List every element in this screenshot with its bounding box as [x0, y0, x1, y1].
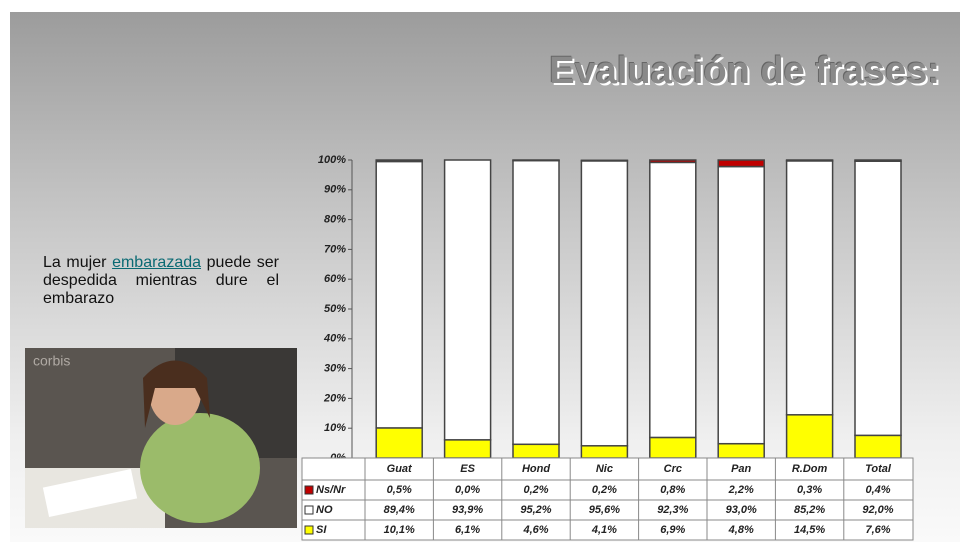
- data-label: 85,2%: [794, 504, 825, 516]
- data-label: 4,8%: [728, 524, 754, 536]
- legend-label: SI: [316, 524, 327, 536]
- data-label: 7,6%: [865, 524, 890, 536]
- data-label: 95,2%: [520, 504, 551, 516]
- y-tick-label: 10%: [324, 422, 346, 434]
- data-label: 14,5%: [794, 524, 825, 536]
- data-label: 0,0%: [455, 484, 480, 496]
- data-label: 93,9%: [452, 504, 483, 516]
- y-tick-label: 100%: [318, 154, 346, 166]
- data-label: 0,4%: [865, 484, 890, 496]
- bar-segment: [513, 444, 559, 458]
- x-tick-label: Total: [865, 463, 892, 475]
- y-tick-label: 30%: [324, 363, 346, 375]
- legend-label: NO: [316, 504, 333, 516]
- y-tick-label: 40%: [323, 333, 346, 345]
- bar-segment: [376, 160, 422, 161]
- bar-segment: [445, 440, 491, 458]
- bar-segment: [513, 161, 559, 445]
- bar-segment: [718, 444, 764, 458]
- data-label: 4,6%: [522, 524, 548, 536]
- bar-segment: [513, 160, 559, 161]
- bar-segment: [376, 428, 422, 458]
- data-label: 89,4%: [384, 504, 415, 516]
- data-label: 0,2%: [592, 484, 617, 496]
- x-tick-label: Nic: [596, 463, 613, 475]
- x-tick-label: Hond: [522, 463, 550, 475]
- data-label: 95,6%: [589, 504, 620, 516]
- data-label: 92,3%: [657, 504, 688, 516]
- data-label: 6,9%: [660, 524, 685, 536]
- x-tick-label: R.Dom: [792, 463, 828, 475]
- x-tick-label: Crc: [664, 463, 682, 475]
- bar-segment: [718, 167, 764, 444]
- bar-segment: [855, 435, 901, 458]
- y-tick-label: 70%: [324, 243, 346, 255]
- x-tick-label: Guat: [387, 463, 413, 475]
- data-label: 0,5%: [387, 484, 412, 496]
- data-label: 0,2%: [523, 484, 548, 496]
- y-tick-label: 50%: [324, 303, 346, 315]
- bar-segment: [650, 160, 696, 162]
- chart: 0%10%20%30%40%50%60%70%80%90%100%GuatESH…: [0, 0, 960, 542]
- bar-segment: [855, 160, 901, 161]
- data-label: 0,8%: [660, 484, 685, 496]
- bar-segment: [581, 161, 627, 446]
- data-label: 6,1%: [455, 524, 480, 536]
- y-tick-label: 80%: [324, 214, 346, 226]
- data-label: 0,3%: [797, 484, 822, 496]
- legend-swatch: [305, 506, 313, 514]
- x-tick-label: ES: [460, 463, 475, 475]
- y-tick-label: 60%: [324, 273, 346, 285]
- bar-segment: [581, 446, 627, 458]
- page: Evaluación de frases: La mujer embarazad…: [0, 0, 960, 542]
- bar-segment: [581, 160, 627, 161]
- bar-segment: [787, 415, 833, 458]
- bar-segment: [787, 161, 833, 415]
- bar-segment: [787, 160, 833, 161]
- bar-segment: [718, 160, 764, 167]
- bar-segment: [855, 161, 901, 435]
- bar-segment: [376, 161, 422, 427]
- data-label: 93,0%: [726, 504, 757, 516]
- bar-segment: [445, 160, 491, 440]
- data-label: 2,2%: [728, 484, 754, 496]
- y-tick-label: 20%: [323, 392, 346, 404]
- bar-segment: [650, 162, 696, 437]
- y-tick-label: 90%: [324, 184, 346, 196]
- x-tick-label: Pan: [731, 463, 751, 475]
- data-label: 4,1%: [591, 524, 617, 536]
- legend-swatch: [305, 486, 313, 494]
- bar-segment: [650, 437, 696, 458]
- legend-label: Ns/Nr: [316, 484, 346, 496]
- legend-swatch: [305, 526, 313, 534]
- data-label: 10,1%: [384, 524, 415, 536]
- data-label: 92,0%: [862, 504, 893, 516]
